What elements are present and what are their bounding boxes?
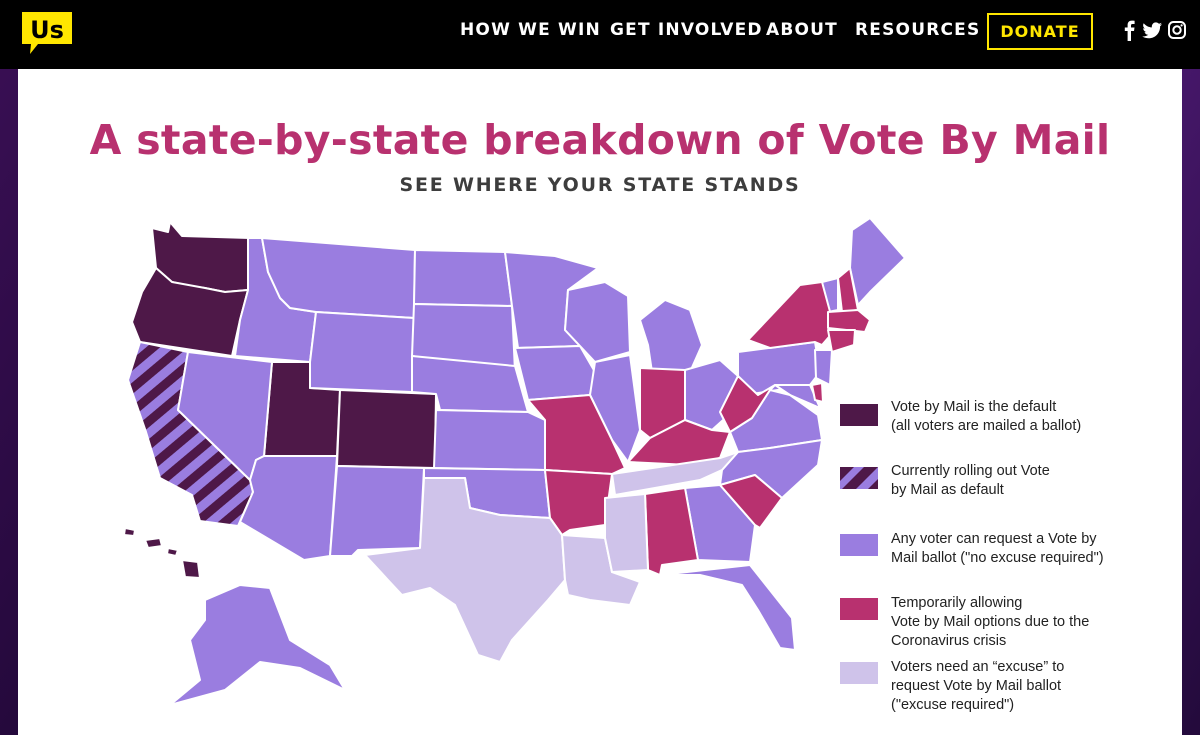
- state-mi[interactable]: [639, 299, 703, 373]
- legend-swatch-rollout: [840, 467, 878, 489]
- state-wy[interactable]: [309, 311, 415, 393]
- state-ia[interactable]: [514, 345, 596, 401]
- page-title: A state-by-state breakdown of Vote By Ma…: [89, 116, 1111, 164]
- legend-text-temporary: Temporarily allowing Vote by Mail options…: [891, 595, 1090, 649]
- facebook-icon[interactable]: [1120, 19, 1140, 41]
- state-nm[interactable]: [329, 465, 425, 557]
- legend-text-no-excuse: Any voter can request a Vote by Mail ball…: [891, 531, 1104, 566]
- state-ak[interactable]: [169, 584, 346, 706]
- state-co[interactable]: [336, 389, 437, 469]
- state-me[interactable]: [849, 217, 906, 306]
- state-tn[interactable]: [611, 451, 739, 496]
- instagram-icon[interactable]: [1167, 19, 1187, 41]
- us-logo[interactable]: Us: [20, 10, 74, 56]
- state-ma[interactable]: [827, 309, 871, 333]
- legend-swatch-default: [840, 404, 878, 426]
- nav-get-involved[interactable]: GET INVOLVED: [610, 20, 763, 40]
- legend-swatch-temporary: [840, 598, 878, 620]
- state-fl[interactable]: [659, 564, 796, 651]
- legend-text-rollout: Currently rolling out Vote by Mail as def…: [891, 463, 1050, 498]
- state-wi[interactable]: [564, 281, 631, 363]
- state-nj[interactable]: [814, 349, 833, 386]
- legend-swatch-no-excuse: [840, 534, 878, 556]
- state-tx[interactable]: [364, 477, 566, 663]
- state-sc[interactable]: [719, 474, 783, 529]
- logo-text: Us: [30, 16, 64, 44]
- state-hi[interactable]: [123, 527, 201, 579]
- state-az[interactable]: [239, 455, 338, 561]
- state-md[interactable]: [774, 384, 821, 409]
- state-wv[interactable]: [719, 375, 776, 433]
- state-mo[interactable]: [527, 394, 626, 475]
- nav-how-we-win[interactable]: HOW WE WIN: [460, 20, 601, 40]
- twitter-icon[interactable]: [1141, 19, 1163, 41]
- state-nd[interactable]: [413, 249, 513, 307]
- top-navigation-bar: Us HOW WE WIN GET INVOLVED ABOUT RESOURC…: [0, 0, 1200, 69]
- legend-text-excuse: Voters need an “excuse” to request Vote b…: [891, 659, 1065, 713]
- nav-resources[interactable]: RESOURCES: [855, 20, 981, 40]
- state-ks[interactable]: [433, 409, 546, 471]
- state-ny[interactable]: [747, 281, 836, 349]
- donate-button[interactable]: DONATE: [987, 13, 1093, 50]
- page-subtitle: SEE WHERE YOUR STATE STANDS: [399, 174, 801, 196]
- legend-swatch-excuse: [840, 662, 878, 684]
- state-ms[interactable]: [604, 493, 649, 573]
- nav-about[interactable]: ABOUT: [766, 20, 838, 40]
- state-ct[interactable]: [827, 329, 856, 353]
- state-de[interactable]: [811, 382, 824, 403]
- legend-text-default: Vote by Mail is the default (all voters a…: [891, 399, 1082, 434]
